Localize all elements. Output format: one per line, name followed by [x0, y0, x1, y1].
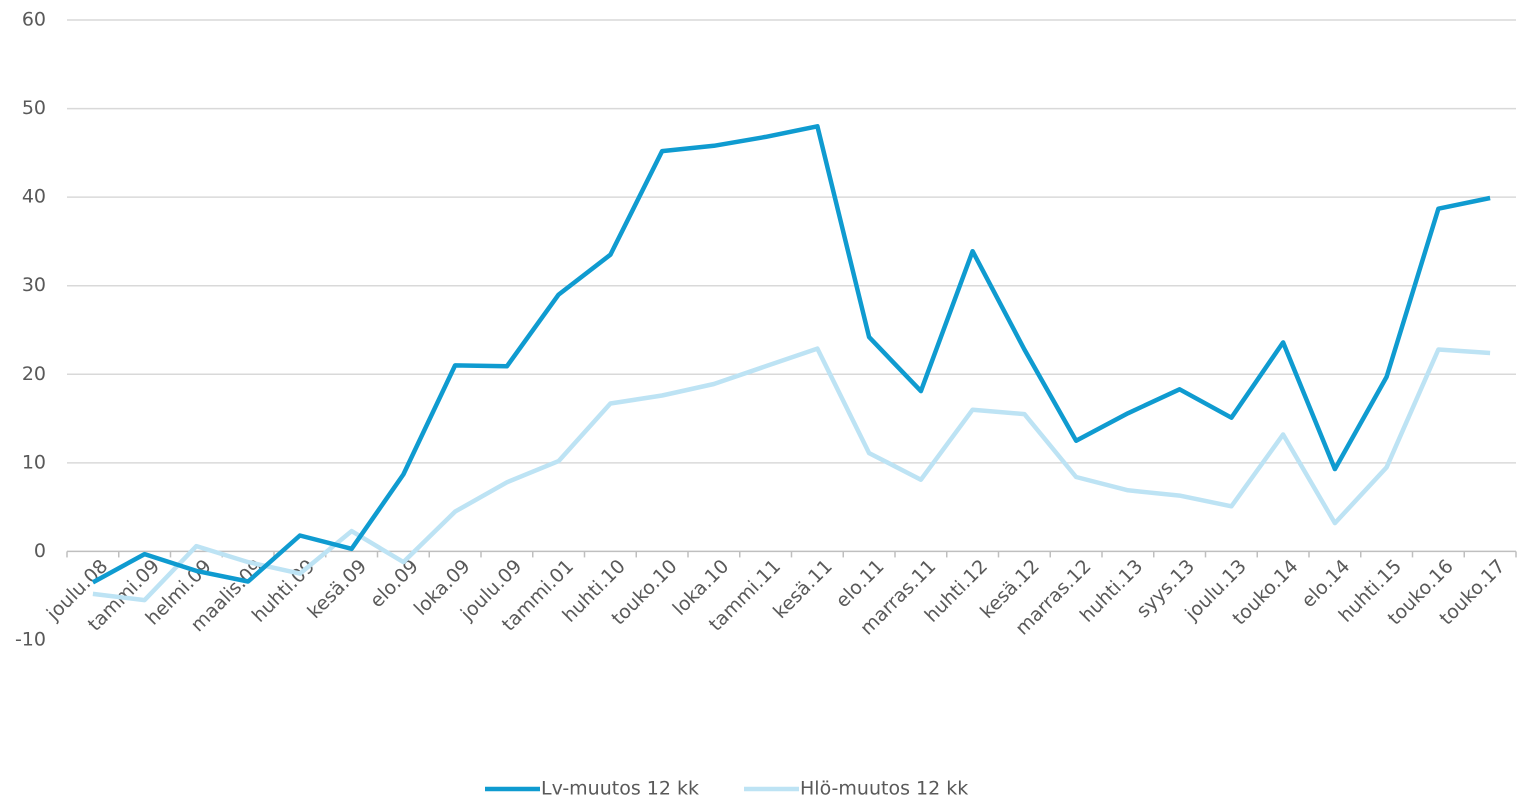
- legend-label: Lv-muutos 12 kk: [541, 778, 699, 800]
- y-tick-label: 40: [22, 186, 46, 208]
- legend: Lv-muutos 12 kk Hlö-muutos 12 kk: [485, 778, 968, 800]
- y-tick-label: 30: [22, 274, 46, 296]
- y-tick-label: 0: [34, 540, 46, 562]
- line-series: [91, 124, 1491, 585]
- legend-label: Hlö-muutos 12 kk: [800, 778, 968, 800]
- y-tick-label: 10: [22, 451, 46, 473]
- y-tick-label: 20: [22, 363, 46, 385]
- y-tick-label: -10: [15, 629, 46, 651]
- line-series: [92, 346, 1491, 603]
- y-tick-label: 50: [22, 97, 46, 119]
- y-tick-label: 60: [22, 9, 46, 31]
